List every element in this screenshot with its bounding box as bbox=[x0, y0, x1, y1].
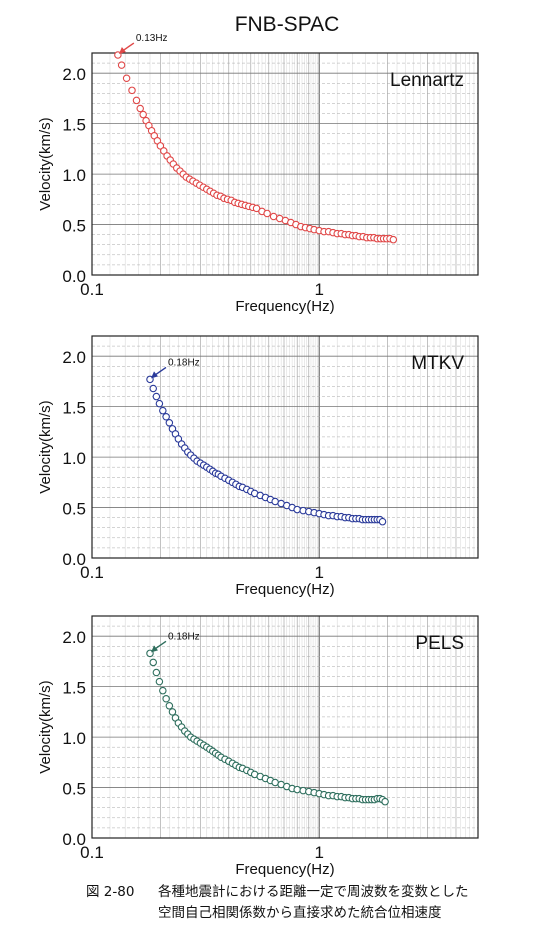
data-point bbox=[162, 694, 170, 703]
y-axis-label: Velocity(km/s) bbox=[37, 117, 54, 210]
x-tick-label: 1 bbox=[314, 843, 323, 862]
data-point bbox=[149, 384, 157, 393]
data-point bbox=[128, 86, 136, 95]
y-tick-label: 0.0 bbox=[62, 830, 86, 849]
annotation-label: 0.18Hz bbox=[168, 631, 200, 642]
y-tick-label: 2.0 bbox=[62, 348, 86, 367]
x-axis-label: Frequency(Hz) bbox=[235, 861, 334, 878]
x-tick-label: 0.1 bbox=[80, 843, 104, 862]
y-tick-label: 1.5 bbox=[62, 399, 86, 418]
data-point bbox=[139, 110, 147, 119]
x-tick-label: 1 bbox=[314, 280, 323, 299]
plot-frame bbox=[91, 615, 479, 839]
y-tick-label: 1.0 bbox=[62, 449, 86, 468]
y-tick-label: 0.0 bbox=[62, 267, 86, 286]
x-tick-label: 0.1 bbox=[80, 563, 104, 582]
data-point bbox=[165, 419, 174, 427]
data-point bbox=[159, 406, 167, 415]
caption-number: 図 2-80 bbox=[86, 884, 135, 900]
y-tick-label: 1.0 bbox=[62, 166, 86, 185]
annotation-arrowhead bbox=[150, 645, 158, 653]
y-axis-label: Velocity(km/s) bbox=[37, 680, 54, 773]
data-point bbox=[149, 658, 157, 667]
y-tick-label: 0.0 bbox=[62, 550, 86, 569]
y-tick-label: 1.5 bbox=[62, 679, 86, 698]
data-point bbox=[269, 212, 278, 221]
y-tick-label: 1.0 bbox=[62, 729, 86, 748]
y-tick-label: 2.0 bbox=[62, 65, 86, 84]
caption-line-2: 空間自己相関係数から直接求めた統合位相速度 bbox=[158, 905, 442, 921]
plot-frame bbox=[91, 335, 479, 559]
data-point bbox=[159, 686, 167, 695]
panel-label: MTKV bbox=[411, 353, 464, 374]
data-point bbox=[152, 392, 161, 401]
data-point bbox=[155, 399, 164, 408]
annotation-label: 0.18Hz bbox=[168, 357, 200, 368]
data-point bbox=[162, 412, 170, 421]
data-point bbox=[293, 505, 301, 514]
caption-line-1: 各種地震計における距離一定で周波数を変数とした bbox=[158, 884, 469, 900]
data-point bbox=[168, 708, 177, 716]
x-axis-label: Frequency(Hz) bbox=[235, 581, 334, 598]
data-point bbox=[136, 104, 144, 113]
y-tick-label: 0.5 bbox=[62, 500, 86, 519]
data-point bbox=[263, 209, 271, 218]
panel-label: Lennartz bbox=[390, 70, 464, 91]
data-point bbox=[117, 61, 126, 69]
x-tick-label: 1 bbox=[314, 563, 323, 582]
y-tick-label: 1.5 bbox=[62, 116, 86, 135]
annotation-arrowhead bbox=[150, 371, 158, 379]
annotation-arrowhead bbox=[118, 47, 126, 55]
panel-label: PELS bbox=[415, 633, 464, 654]
x-tick-label: 0.1 bbox=[80, 280, 104, 299]
data-point bbox=[152, 668, 161, 677]
plot-frame bbox=[91, 52, 479, 276]
data-point bbox=[378, 517, 387, 526]
data-point bbox=[252, 204, 261, 213]
y-tick-label: 0.5 bbox=[62, 217, 86, 236]
data-point bbox=[160, 147, 168, 155]
data-point bbox=[155, 677, 164, 686]
annotation-label: 0.13Hz bbox=[136, 33, 168, 44]
data-point bbox=[293, 785, 301, 794]
data-point bbox=[165, 702, 174, 710]
x-axis-label: Frequency(Hz) bbox=[235, 298, 334, 315]
y-axis-label: Velocity(km/s) bbox=[37, 400, 54, 493]
data-point bbox=[381, 797, 389, 806]
y-tick-label: 2.0 bbox=[62, 628, 86, 647]
data-point bbox=[156, 142, 165, 150]
data-point bbox=[122, 74, 131, 82]
data-point bbox=[389, 235, 398, 244]
data-point bbox=[132, 96, 141, 105]
figure-title: FNB-SPAC bbox=[235, 13, 340, 36]
y-tick-label: 0.5 bbox=[62, 780, 86, 799]
